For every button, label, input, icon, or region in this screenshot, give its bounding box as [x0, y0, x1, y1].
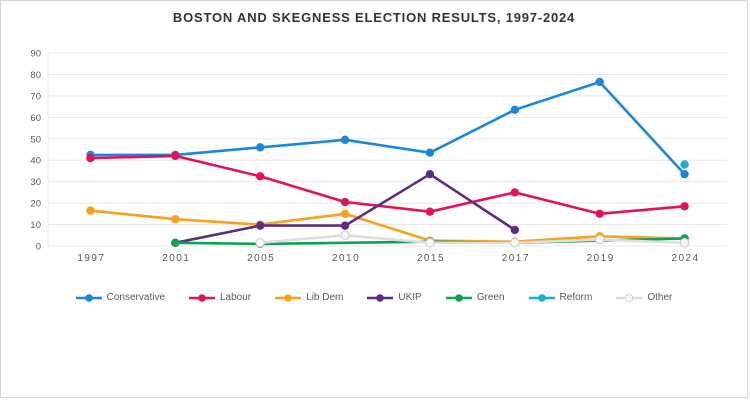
x-axis-label: 2017	[502, 253, 530, 264]
legend-item-conservative: Conservative	[75, 292, 165, 303]
legend-item-labour: Labour	[189, 292, 251, 303]
data-point-labour-2024	[680, 202, 689, 211]
y-axis-label: 20	[30, 199, 41, 210]
legend-item-lib-dem: Lib Dem	[275, 292, 343, 303]
data-point-conservative-2024	[680, 169, 689, 179]
data-point-labour-2019	[595, 209, 604, 219]
x-axis-label: 2019	[587, 253, 615, 264]
chart-title: BOSTON AND SKEGNESS ELECTION RESULTS, 19…	[172, 10, 576, 25]
data-point-lib-dem-2001	[171, 214, 180, 224]
data-point-other-2015	[425, 237, 435, 248]
data-point-labour-2001	[171, 151, 180, 161]
legend-marker-icon	[528, 293, 555, 302]
legend-item-other: Other	[616, 292, 672, 303]
chart-legend: Conservative Labour Lib Dem UKIP Green Reform…	[1, 292, 747, 303]
y-axis-label: 30	[30, 177, 41, 188]
data-point-conservative-2005	[255, 143, 265, 152]
data-point-labour-2010	[340, 197, 350, 207]
data-point-other-2010	[340, 230, 350, 241]
y-axis-label: 60	[30, 113, 41, 124]
legend-item-ukip: UKIP	[367, 292, 422, 303]
line-chart: 0 10 20 30 40 50 60 70 80 90 1997 2001 2005 2010 2015 2…	[30, 49, 727, 264]
data-point-green-2001	[171, 238, 180, 247]
legend-item-reform: Reform	[528, 292, 593, 303]
y-axis-label: 70	[30, 91, 41, 102]
data-point-labour-2017	[510, 188, 520, 197]
data-point-lib-dem-2010	[340, 209, 350, 219]
x-axis-label: 2001	[162, 253, 190, 264]
legend-item-green: Green	[445, 292, 505, 303]
y-axis-label: 0	[36, 242, 41, 253]
data-point-conservative-2019	[595, 77, 604, 87]
data-point-other-2019	[594, 234, 605, 245]
data-point-ukip-2005	[255, 221, 265, 230]
data-point-reform-2024	[680, 160, 689, 169]
x-axis-label: 2010	[332, 253, 360, 264]
x-axis-label: 2005	[247, 253, 275, 264]
legend-label: Labour	[220, 292, 252, 303]
x-axis-label: 2024	[671, 253, 699, 264]
data-point-other-2017	[510, 237, 520, 248]
data-point-other-2005	[255, 237, 265, 248]
series-line-conservative	[89, 80, 686, 176]
data-point-lib-dem-1997	[86, 206, 95, 215]
legend-label: Other	[647, 292, 673, 303]
data-point-other-2024	[679, 237, 690, 248]
y-axis-label: 50	[30, 134, 41, 145]
data-point-labour-1997	[86, 153, 95, 163]
y-axis-label: 10	[30, 220, 41, 231]
series-line-other	[258, 234, 686, 245]
data-point-ukip-2010	[340, 221, 350, 230]
legend-label: UKIP	[398, 292, 422, 303]
x-axis-label: 1997	[77, 253, 105, 264]
legend-marker-icon	[189, 293, 215, 302]
y-axis-label: 40	[30, 156, 41, 167]
legend-label: Reform	[559, 292, 593, 303]
data-point-conservative-2010	[340, 135, 350, 145]
data-point-ukip-2015	[425, 169, 435, 179]
series-line-labour	[89, 154, 686, 216]
y-axis-label: 90	[30, 49, 41, 60]
legend-label: Green	[476, 292, 505, 303]
legend-marker-icon	[616, 293, 643, 302]
data-point-conservative-2017	[510, 105, 520, 115]
legend-marker-icon	[275, 293, 302, 302]
series-line-lib-dem	[89, 209, 686, 243]
legend-marker-icon	[75, 293, 102, 302]
legend-marker-icon	[367, 293, 394, 302]
x-axis-label: 2015	[417, 253, 445, 264]
legend-marker-icon	[445, 293, 472, 302]
data-point-conservative-2015	[425, 148, 435, 157]
legend-label: Lib Dem	[306, 292, 344, 303]
data-point-ukip-2017	[510, 225, 520, 235]
legend-label: Conservative	[106, 292, 165, 303]
data-point-labour-2005	[255, 172, 265, 181]
data-point-labour-2015	[425, 207, 435, 216]
y-axis-label: 80	[30, 70, 41, 81]
